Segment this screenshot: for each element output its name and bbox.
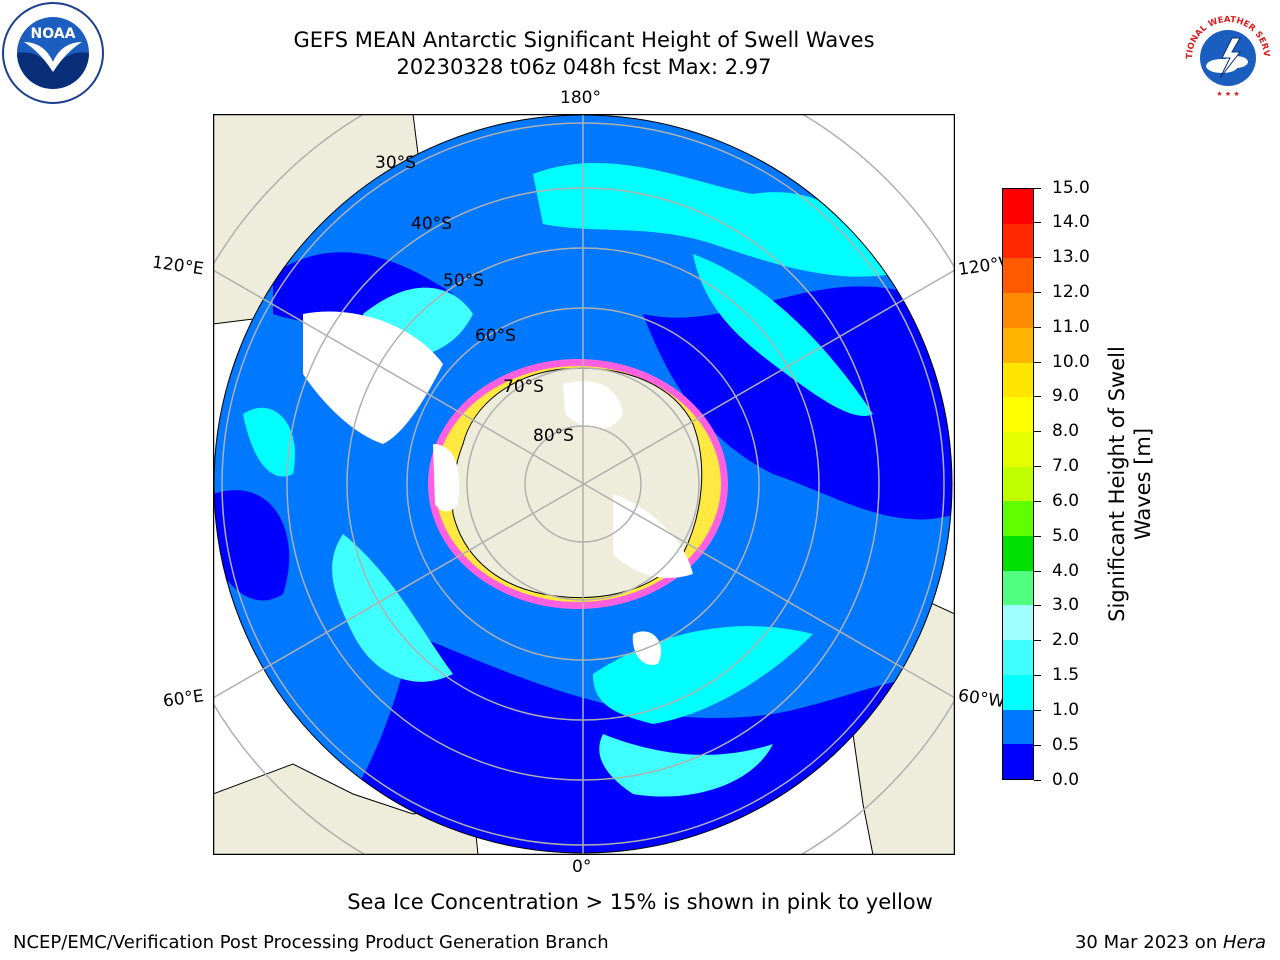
- colorbar-segment: [1003, 501, 1033, 537]
- colorbar-tick-label: 0.5: [1033, 736, 1079, 754]
- noaa-logo: NOAA: [2, 2, 104, 104]
- colorbar-segment: [1003, 466, 1033, 502]
- lon-label-60w: 60°W: [956, 685, 1007, 713]
- polar-map: 30°S 40°S 50°S 60°S 70°S 80°S: [212, 113, 956, 856]
- colorbar-tick-label: 3.0: [1033, 597, 1079, 614]
- lat-label-40s: 40°S: [411, 214, 452, 234]
- lon-label-120e: 120°E: [150, 252, 205, 280]
- lat-label-30s: 30°S: [375, 153, 416, 173]
- colorbar-tick-label: 0.0: [1033, 771, 1079, 789]
- colorbar-label-line2: Waves [m]: [1131, 427, 1155, 541]
- colorbar-tick-label: 5.0: [1033, 527, 1079, 545]
- colorbar-segment: [1003, 327, 1033, 363]
- stamp-date: 30 Mar 2023 on: [1074, 932, 1223, 953]
- lat-label-50s: 50°S: [443, 271, 484, 291]
- colorbar-tick-label: 2.0: [1033, 632, 1079, 649]
- colorbar-segment: [1003, 605, 1033, 641]
- colorbar-segment: [1003, 570, 1033, 606]
- colorbar-tick-label: 11.0: [1034, 318, 1090, 336]
- colorbar-segment: [1003, 223, 1033, 259]
- lon-label-0: 0°: [572, 857, 592, 877]
- colorbar-segment: [1003, 293, 1033, 328]
- colorbar-segment: [1003, 189, 1033, 224]
- colorbar-tick-label: 13.0: [1034, 249, 1090, 266]
- colorbar-tick-label: 10.0: [1034, 353, 1090, 371]
- colorbar-segment: [1003, 431, 1033, 467]
- colorbar-segment: [1003, 640, 1033, 675]
- colorbar-segment: [1003, 258, 1033, 294]
- colorbar-tick-label: 8.0: [1033, 423, 1079, 440]
- colorbar-tick-label: 1.5: [1033, 667, 1079, 684]
- lat-label-70s: 70°S: [503, 377, 544, 397]
- colorbar-tick-label: 15.0: [1034, 179, 1090, 197]
- colorbar-tick-label: 4.0: [1033, 562, 1079, 580]
- colorbar-tick-label: 14.0: [1034, 214, 1090, 231]
- colorbar-label: Significant Height of Swell Waves [m]: [1104, 314, 1156, 654]
- colorbar-tick-label: 6.0: [1033, 492, 1079, 510]
- colorbar: [1002, 188, 1034, 780]
- chart-title: GEFS MEAN Antarctic Significant Height o…: [293, 28, 875, 52]
- colorbar-segment: [1003, 362, 1033, 398]
- colorbar-segment: [1003, 674, 1033, 710]
- colorbar-segment: [1003, 536, 1033, 571]
- noaa-logo-text: NOAA: [31, 26, 76, 42]
- map-canvas: 30°S 40°S 50°S 60°S 70°S 80°S: [212, 113, 956, 856]
- lon-label-60e: 60°E: [161, 686, 206, 712]
- svg-text:★ ★ ★: ★ ★ ★: [1216, 90, 1239, 98]
- colorbar-segment: [1003, 744, 1033, 779]
- colorbar-tick-label: 7.0: [1033, 458, 1079, 475]
- lon-label-180: 180°: [560, 88, 601, 108]
- colorbar-segment: [1003, 709, 1033, 745]
- nws-logo: NATIONAL WEATHER SERVICE ★ ★ ★: [1178, 2, 1274, 100]
- credit-text: NCEP/EMC/Verification Post Processing Pr…: [13, 932, 609, 953]
- lat-label-60s: 60°S: [475, 326, 516, 346]
- colorbar-tick-label: 12.0: [1034, 283, 1090, 301]
- run-stamp: 30 Mar 2023 on Hera: [1075, 932, 1266, 953]
- colorbar-segment: [1003, 397, 1033, 432]
- chart-subtitle: 20230328 t06z 048h fcst Max: 2.97: [396, 55, 772, 79]
- lat-label-80s: 80°S: [533, 426, 574, 446]
- colorbar-label-line1: Significant Height of Swell: [1105, 346, 1129, 622]
- stamp-machine: Hera: [1222, 932, 1266, 953]
- longitude-gridlines: [213, 114, 955, 855]
- sea-ice-footnote: Sea Ice Concentration > 15% is shown in …: [347, 890, 933, 914]
- colorbar-tick-label: 1.0: [1033, 701, 1079, 719]
- colorbar-tick-label: 9.0: [1033, 388, 1079, 405]
